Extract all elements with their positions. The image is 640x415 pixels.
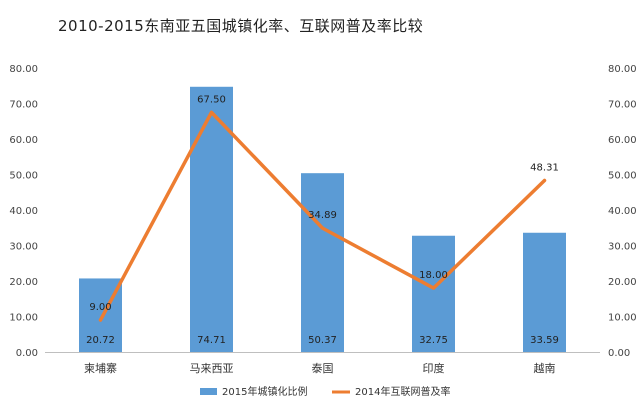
legend-label-line: 2014年互联网普及率 (355, 385, 450, 398)
line-data-label: 9.00 (89, 302, 111, 313)
line-point-0 (99, 318, 102, 322)
x-tick-label: 柬埔寨 (84, 361, 117, 375)
y-left-tick-label: 0.00 (16, 348, 38, 359)
x-tick-label: 印度 (423, 361, 445, 375)
bar-1 (190, 86, 233, 352)
y-right-tick-label: 50.00 (608, 171, 637, 182)
bar-4 (523, 232, 566, 352)
line-point-1 (210, 110, 213, 114)
y-right-tick-label: 10.00 (608, 313, 637, 324)
y-right-tick-label: 80.00 (608, 64, 637, 75)
y-left-tick-label: 50.00 (9, 171, 38, 182)
y-left-tick-label: 70.00 (9, 100, 38, 111)
bar-3 (412, 235, 455, 352)
y-right-tick-label: 60.00 (608, 135, 637, 146)
y-left-tick-label: 60.00 (9, 135, 38, 146)
y-left-tick-label: 10.00 (9, 313, 38, 324)
x-tick-label: 泰国 (312, 361, 334, 375)
y-left-tick-label: 80.00 (9, 64, 38, 75)
y-left-tick-label: 20.00 (9, 277, 38, 288)
legend-swatch-bar (200, 388, 217, 395)
legend-label-bar: 2015年城镇化比例 (222, 385, 307, 398)
line-data-label: 18.00 (419, 270, 448, 281)
legend: 2015年城镇化比例 2014年互联网普及率 (200, 385, 450, 398)
y-left-tick-label: 30.00 (9, 242, 38, 253)
y-right-tick-label: 30.00 (608, 242, 637, 253)
line-series (98, 110, 547, 322)
axes: 0.00 10.00 20.00 30.00 40.00 50.00 60.00 70.00 8… (9, 64, 636, 375)
y-right-tick-label: 70.00 (608, 100, 637, 111)
y-right-tick-label: 0.00 (608, 348, 630, 359)
bar-data-label: 20.72 (86, 335, 115, 346)
line-point-2 (321, 226, 324, 230)
bar-series (79, 86, 566, 352)
chart-title: 2010-2015东南亚五国城镇化率、互联网普及率比较 (58, 17, 424, 35)
x-tick-label: 越南 (534, 361, 556, 375)
data-labels: 20.72 74.71 50.37 32.75 33.59 9.00 67.50 34.89 1… (86, 94, 559, 346)
y-right-tick-label: 40.00 (608, 206, 637, 217)
line-data-label: 67.50 (197, 94, 226, 105)
bar-2 (301, 173, 344, 352)
line-point-3 (432, 286, 435, 290)
y-left-tick-label: 40.00 (9, 206, 38, 217)
line-data-label: 48.31 (530, 162, 559, 173)
y-right-tick-label: 20.00 (608, 277, 637, 288)
bar-data-label: 33.59 (530, 335, 559, 346)
bar-data-label: 50.37 (308, 335, 337, 346)
bar-data-label: 74.71 (197, 335, 226, 346)
line-data-label: 34.89 (308, 210, 337, 221)
x-tick-label: 马来西亚 (190, 362, 234, 375)
bar-data-label: 32.75 (419, 335, 448, 346)
line-point-4 (543, 178, 546, 182)
